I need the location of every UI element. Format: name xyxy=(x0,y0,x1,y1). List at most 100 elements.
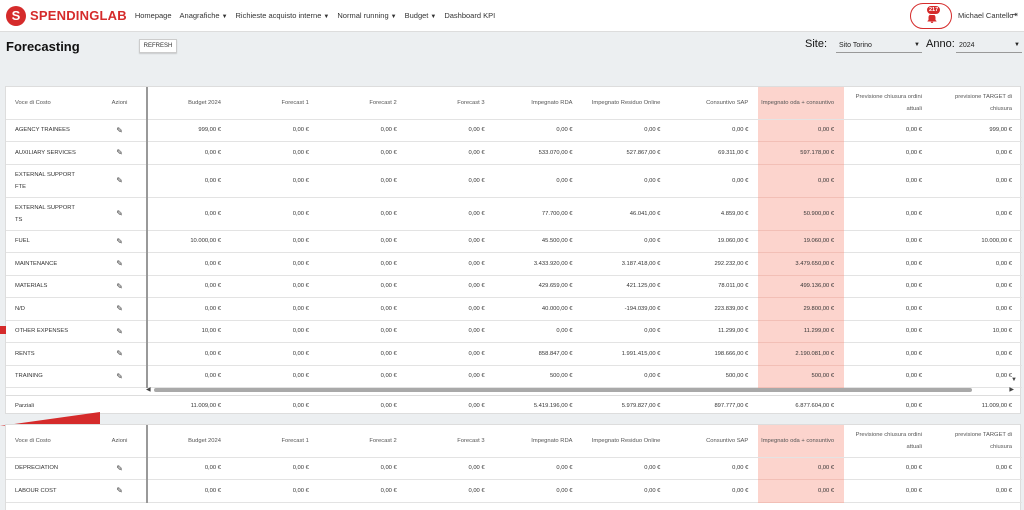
value-cell: 0,00 € xyxy=(844,275,932,298)
edit-pencil-icon[interactable]: ✎ xyxy=(116,259,123,269)
edit-pencil-icon[interactable]: ✎ xyxy=(116,486,123,496)
forecast-table-2: Voce di Costo Azioni Budget 2024 Forecast 1… xyxy=(6,425,1022,503)
cost-item-name: OTHER EXPENSES xyxy=(6,320,93,343)
value-cell: 500,00 € xyxy=(758,365,845,388)
nav-item-1[interactable]: Anagrafiche ▼ xyxy=(180,11,228,20)
scrollbar-thumb[interactable] xyxy=(154,388,972,392)
actions-cell: ✎ xyxy=(92,342,149,366)
column-header[interactable]: Impegnato RDA xyxy=(494,425,583,458)
value-cell: 0,00 € xyxy=(147,252,231,276)
column-header[interactable]: Forecast 3 xyxy=(406,425,495,458)
edit-pencil-icon[interactable]: ✎ xyxy=(116,125,123,135)
nav-item-2[interactable]: Richieste acquisto interne ▼ xyxy=(236,11,330,20)
column-header[interactable]: Consuntivo SAP xyxy=(670,87,759,120)
value-cell: 78.011,00 € xyxy=(670,275,759,298)
edit-pencil-icon[interactable]: ✎ xyxy=(116,326,123,336)
actions-cell: ✎ xyxy=(92,297,149,321)
column-header[interactable]: Azioni xyxy=(92,87,149,120)
column-header[interactable]: Azioni xyxy=(92,425,149,458)
brand-logo[interactable]: S SPENDINGLAB xyxy=(6,5,127,26)
column-header[interactable]: Forecast 1 xyxy=(230,87,319,120)
edit-pencil-icon[interactable]: ✎ xyxy=(116,236,123,246)
notifications-button[interactable] xyxy=(910,3,952,29)
value-cell: 19.060,00 € xyxy=(758,230,845,253)
table-row: LABOUR COST ✎ 0,00 €0,00 €0,00 €0,00 €0,00… xyxy=(6,479,1022,503)
page-title: Forecasting xyxy=(6,39,80,54)
column-header[interactable]: Previsione chiusura ordini attuali xyxy=(844,425,932,458)
column-header[interactable]: Impegnato oda + consuntivo xyxy=(758,425,845,458)
table-header-row: Voce di Costo Azioni Budget 2024 Forecast 1… xyxy=(6,87,1022,120)
value-cell: 0,00 € xyxy=(230,365,319,388)
totals-value-cell: 0,00 € xyxy=(468,403,485,409)
table-row: OTHER EXPENSES ✎ 10,00 €0,00 €0,00 €0,00 €… xyxy=(6,320,1022,343)
edit-pencil-icon[interactable]: ✎ xyxy=(116,176,123,185)
user-name[interactable]: Michael Cantello xyxy=(958,11,1014,20)
table-row: TRAINING ✎ 0,00 €0,00 €0,00 €0,00 €500,00 … xyxy=(6,365,1022,388)
logout-icon[interactable]: ⇥ xyxy=(1011,10,1018,19)
cost-item-name: TRAINING xyxy=(6,365,93,388)
cost-item-name: N/D xyxy=(6,297,93,321)
edit-pencil-icon[interactable]: ✎ xyxy=(116,463,123,473)
column-header[interactable]: Impegnato oda + consuntivo xyxy=(758,87,845,120)
edit-pencil-icon[interactable]: ✎ xyxy=(116,148,123,158)
column-header[interactable]: Forecast 1 xyxy=(230,425,319,458)
value-cell: 69.311,00 € xyxy=(670,141,759,165)
nav-item-5[interactable]: Dashboard KPI xyxy=(444,11,495,20)
edit-pencil-icon[interactable]: ✎ xyxy=(116,281,123,291)
value-cell: 50.900,00 € xyxy=(758,197,845,231)
actions-cell: ✎ xyxy=(92,275,149,298)
column-header[interactable]: previsione TARGET di chiusura xyxy=(931,425,1022,458)
value-cell: 0,00 € xyxy=(582,320,671,343)
year-select[interactable]: 2024 ▼ xyxy=(956,38,1022,53)
nav-item-0[interactable]: Homepage xyxy=(135,11,172,20)
value-cell: 0,00 € xyxy=(844,457,932,480)
value-cell: 0,00 € xyxy=(230,197,319,231)
value-cell: 0,00 € xyxy=(670,119,759,142)
column-header[interactable]: Budget 2024 xyxy=(147,87,231,120)
totals-row: Parziali 11.009,00 € 0,00 € 0,00 € 0,00 € 5.4… xyxy=(6,395,1020,415)
column-header[interactable]: Forecast 3 xyxy=(406,87,495,120)
caret-down-icon: ▼ xyxy=(221,14,228,20)
value-cell: 0,00 € xyxy=(147,457,231,480)
scroll-left-icon[interactable]: ◀ xyxy=(146,387,151,393)
column-header[interactable]: Consuntivo SAP xyxy=(670,425,759,458)
column-header[interactable]: Impegnato Residuo Online xyxy=(582,425,671,458)
column-header[interactable]: Forecast 2 xyxy=(318,425,407,458)
value-cell: 0,00 € xyxy=(406,164,495,198)
site-select[interactable]: Sito Torino ▼ xyxy=(836,38,922,53)
value-cell: 0,00 € xyxy=(406,342,495,366)
column-header[interactable]: Voce di Costo xyxy=(6,425,93,458)
value-cell: 45.500,00 € xyxy=(494,230,583,253)
value-cell: 0,00 € xyxy=(494,479,583,503)
value-cell: 0,00 € xyxy=(318,252,407,276)
scroll-down-icon[interactable]: ▼ xyxy=(1011,377,1017,383)
value-cell: 19.060,00 € xyxy=(670,230,759,253)
value-cell: 0,00 € xyxy=(758,119,845,142)
edit-pencil-icon[interactable]: ✎ xyxy=(116,349,123,359)
edit-pencil-icon[interactable]: ✎ xyxy=(116,304,123,314)
column-header[interactable]: Impegnato RDA xyxy=(494,87,583,120)
edit-pencil-icon[interactable]: ✎ xyxy=(116,371,123,381)
column-header[interactable]: Voce di Costo xyxy=(6,87,93,120)
table-row: AGENCY TRAINEES ✎ 999,00 €0,00 €0,00 €0,00… xyxy=(6,119,1022,142)
value-cell: 0,00 € xyxy=(582,457,671,480)
column-header[interactable]: Forecast 2 xyxy=(318,87,407,120)
horizontal-scrollbar[interactable]: ◀ ▶ xyxy=(146,387,1018,393)
column-header[interactable]: previsione TARGET di chiusura xyxy=(931,87,1022,120)
actions-cell: ✎ xyxy=(92,164,149,198)
notification-count-badge: 217 xyxy=(926,5,942,15)
column-header[interactable]: Impegnato Residuo Online xyxy=(582,87,671,120)
value-cell: 0,00 € xyxy=(230,342,319,366)
nav-item-3[interactable]: Normal running ▼ xyxy=(337,11,396,20)
value-cell: 0,00 € xyxy=(406,365,495,388)
value-cell: 0,00 € xyxy=(318,119,407,142)
column-header[interactable]: Previsione chiusura ordini attuali xyxy=(844,87,932,120)
value-cell: 0,00 € xyxy=(147,141,231,165)
scroll-right-icon[interactable]: ▶ xyxy=(1009,387,1014,393)
edit-pencil-icon[interactable]: ✎ xyxy=(116,209,123,218)
column-header[interactable]: Budget 2024 xyxy=(147,425,231,458)
nav-item-4[interactable]: Budget ▼ xyxy=(405,11,437,20)
value-cell: 0,00 € xyxy=(844,342,932,366)
value-cell: 0,00 € xyxy=(582,164,671,198)
refresh-button[interactable]: REFRESH xyxy=(139,39,177,53)
